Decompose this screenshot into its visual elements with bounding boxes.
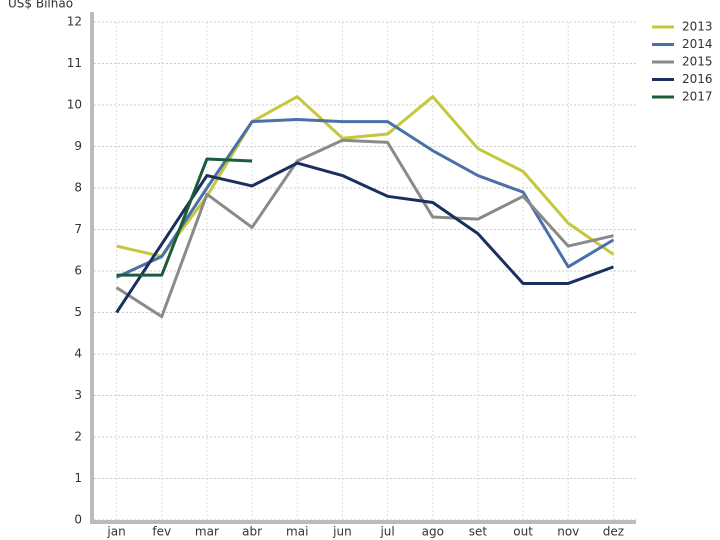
legend-label: 2013: [682, 20, 713, 34]
x-tick-label: out: [513, 525, 533, 539]
y-tick-label: 11: [67, 56, 82, 70]
x-tick-label: jun: [332, 525, 352, 539]
legend-label: 2017: [682, 90, 713, 104]
y-tick-label: 7: [74, 222, 82, 236]
y-tick-label: 6: [74, 264, 82, 278]
x-tick-label: ago: [422, 525, 444, 539]
y-tick-label: 8: [74, 181, 82, 195]
y-tick-label: 0: [74, 513, 82, 527]
y-tick-label: 9: [74, 139, 82, 153]
y-tick-label: 1: [74, 471, 82, 485]
line-series: [115, 138, 614, 319]
y-tick-label: 10: [67, 98, 82, 112]
y-tick-label: 5: [74, 305, 82, 319]
x-tick-label: set: [469, 525, 488, 539]
legend-label: 2015: [682, 55, 713, 69]
y-tick-label: 2: [74, 430, 82, 444]
x-tick-label: mai: [286, 525, 308, 539]
y-tick-label: 3: [74, 388, 82, 402]
y-axis-label: US$ Bilhão: [8, 0, 73, 11]
y-tick-label: 12: [67, 15, 82, 29]
x-tick-label: fev: [152, 525, 171, 539]
line-series: [115, 161, 614, 314]
legend-label: 2014: [682, 37, 713, 51]
line-series: [116, 95, 615, 258]
x-tick-label: abr: [242, 525, 262, 539]
x-tick-label: nov: [557, 525, 579, 539]
x-tick-label: jul: [379, 525, 394, 539]
y-tick-label: 4: [74, 347, 82, 361]
x-tick-label: mar: [195, 525, 219, 539]
x-tick-label: dez: [603, 525, 624, 539]
legend-label: 2016: [682, 72, 713, 86]
x-tick-label: jan: [106, 525, 125, 539]
line-series: [116, 157, 253, 277]
